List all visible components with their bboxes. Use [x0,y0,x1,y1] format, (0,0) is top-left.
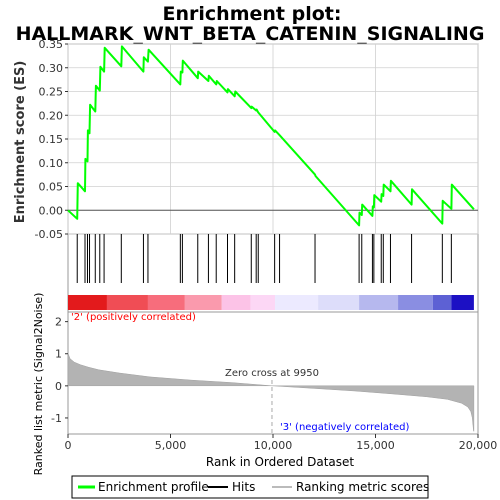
colorbar-segment [221,295,251,310]
legend-label-enrichment-profile: Enrichment profile [98,480,209,494]
es-y-tick-label: 0.05 [39,181,64,194]
colorbar-segment [184,295,222,310]
es-y-tick-label: -0.05 [35,228,63,241]
metric-y-tick-label: 2 [55,316,62,329]
positive-correlation-label: '2' (positively correlated) [71,312,196,323]
ranking-metric-area [67,353,475,433]
metric-y-axis: -1 0 1 2 [51,316,68,425]
x-tick-label: 20,000 [459,439,498,452]
metric-y-tick-label: 0 [55,380,62,393]
metric-panel-frame [67,311,479,435]
es-y-tick-label: 0.30 [39,62,64,75]
enrichment-profile-line [67,45,475,227]
legend: Enrichment profile Hits Ranking metric s… [71,475,429,499]
ranking-metric-fill [67,353,475,433]
colorbar-segment [432,295,452,310]
colorbar-segment [451,295,474,310]
es-y-tick-label: 0.10 [39,157,64,170]
enrichment-profile-polyline [67,45,475,227]
colorbar-segment [147,295,185,310]
colorbar-segment [398,295,433,310]
legend-box [71,475,429,499]
legend-label-hits: Hits [232,480,255,494]
zero-cross-label: Zero cross at 9950 [225,368,319,379]
colorbar-segment [250,295,276,310]
x-axis: 0 5,000 10,000 15,000 20,000 [65,434,498,452]
es-y-tick-label: 0.15 [39,133,64,146]
es-y-tick-label: 0.00 [39,204,64,217]
colorbar-segment [68,295,107,310]
es-gridlines [67,43,479,235]
chart-title-line2: HALLMARK_WNT_BETA_CATENIN_SIGNALING [16,23,485,45]
x-tick-label: 5,000 [155,439,187,452]
ranked-colorbar [68,295,474,310]
colorbar-segment [275,295,319,310]
x-axis-label: Rank in Ordered Dataset [206,455,354,469]
legend-label-ranking-metric: Ranking metric scores [296,480,429,494]
chart-title-line1: Enrichment plot: [163,3,342,25]
es-y-axis-label: Enrichment score (ES) [13,61,28,224]
es-y-axis: -0.05 0.00 0.05 0.10 0.15 0.20 0.25 0.30 0.35 [35,38,68,241]
es-y-tick-label: 0.25 [39,86,64,99]
negative-correlation-label: '3' (negatively correlated) [280,422,409,433]
colorbar-segment [106,295,148,310]
metric-y-tick-label: 1 [55,348,62,361]
colorbar-segment [359,295,399,310]
metric-y-tick-label: -1 [51,412,62,425]
x-tick-label: 10,000 [254,439,293,452]
hit-markers [76,234,452,283]
metric-y-axis-label: Ranked list metric (Signal2Noise) [32,293,45,476]
x-tick-label: 0 [65,439,72,452]
es-y-tick-label: 0.20 [39,109,64,122]
es-y-tick-label: 0.35 [39,38,64,51]
x-tick-label: 15,000 [356,439,395,452]
colorbar-segment [318,295,360,310]
